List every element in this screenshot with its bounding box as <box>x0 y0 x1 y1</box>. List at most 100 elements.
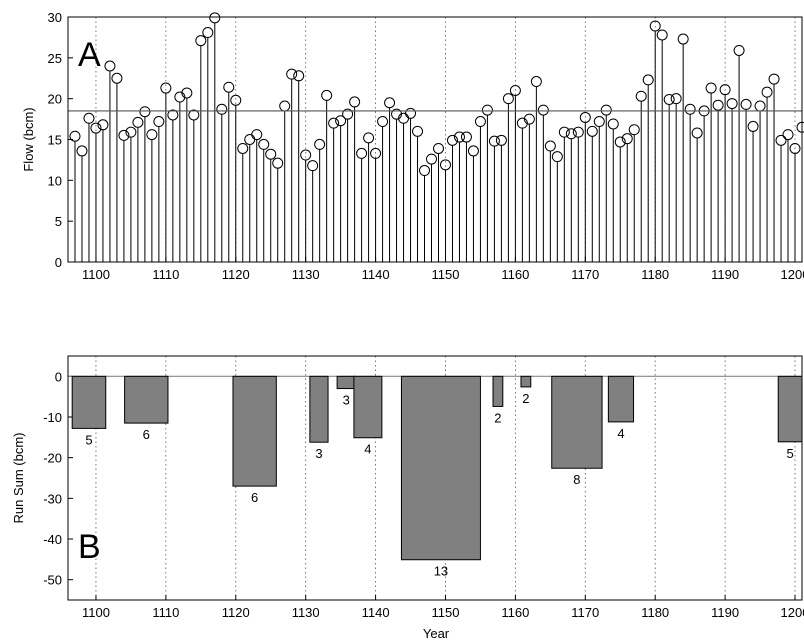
flow-marker <box>160 82 172 94</box>
flow-marker <box>761 86 773 98</box>
flow-marker <box>377 116 389 128</box>
flow-marker <box>614 136 626 148</box>
run-sum-bar <box>607 375 635 423</box>
run-length-label: 3 <box>343 393 350 408</box>
panel-b-y-tick-label: -20 <box>43 451 62 466</box>
flow-marker <box>649 20 661 32</box>
flow-marker <box>111 72 123 84</box>
run-length-label: 2 <box>522 391 529 406</box>
flow-marker <box>76 145 88 157</box>
flow-marker <box>586 125 598 137</box>
flow-marker <box>104 60 116 72</box>
run-sum-bar <box>492 375 504 407</box>
flow-marker <box>439 159 451 171</box>
run-sum-bar <box>336 375 356 390</box>
panel-b-x-tick-label: 1100 <box>82 605 110 620</box>
flow-marker <box>775 134 787 146</box>
run-length-label: 6 <box>251 490 258 505</box>
flow-marker <box>202 27 214 39</box>
run-length-label: 6 <box>143 427 150 442</box>
flow-marker <box>677 33 689 45</box>
panel-b-x-tick-label: 1110 <box>152 605 179 620</box>
flow-marker <box>237 142 249 154</box>
panel-a-x-tick-label: 1190 <box>711 267 739 282</box>
run-sum-bar <box>232 375 277 487</box>
run-sum-bar <box>551 375 603 469</box>
flow-marker <box>579 111 591 123</box>
flow-marker <box>558 126 570 138</box>
flow-marker <box>537 104 549 116</box>
panel-a-background <box>68 17 802 262</box>
panel-b-run-sum-bar-chart: 1100 1110 1120 1130 1140 1150 1160 1170 1180 1190… <box>11 355 804 641</box>
panel-a-x-tick-label: 1150 <box>432 267 460 282</box>
flow-marker <box>509 85 521 96</box>
panel-b-x-tick-label: 1150 <box>432 605 460 620</box>
run-length-label: 4 <box>617 426 624 441</box>
panel-a-flow-stem-plot: 1100 1110 1120 1130 1140 1150 1160 1170 1180 1190… <box>21 10 804 282</box>
flow-marker <box>684 103 696 115</box>
flow-marker <box>181 87 193 99</box>
flow-marker <box>328 117 340 129</box>
flow-marker <box>670 93 682 105</box>
run-length-label: 8 <box>573 472 580 487</box>
flow-marker <box>474 116 486 128</box>
panel-b-y-tick-label: -10 <box>43 410 62 425</box>
panel-a-y-tick-label: 30 <box>48 10 62 25</box>
panel-b-x-tick-label: 1190 <box>711 605 739 620</box>
flow-marker <box>90 122 102 134</box>
panel-a-x-tick-label: 1140 <box>362 267 390 282</box>
run-sum-bar <box>520 375 532 388</box>
flow-marker <box>453 131 465 143</box>
flow-marker <box>656 29 668 41</box>
flow-marker <box>621 133 633 145</box>
flow-marker <box>446 134 458 146</box>
flow-marker <box>789 142 801 154</box>
flow-marker <box>300 149 312 161</box>
flow-marker <box>593 116 605 128</box>
panel-b-x-tick-label: 1130 <box>292 605 320 620</box>
flow-marker <box>286 68 298 80</box>
panel-a-y-tick-label: 25 <box>48 51 62 66</box>
run-sum-bar <box>353 375 383 439</box>
panel-b-y-axis-title: Run Sum (bcm) <box>11 432 26 523</box>
panel-b-x-axis-title: Year <box>423 626 450 641</box>
panel-a-axes-frame <box>67 16 803 263</box>
flow-marker <box>551 151 563 163</box>
flow-marker <box>467 145 479 157</box>
flow-marker <box>69 130 81 142</box>
run-sum-bar <box>400 375 481 561</box>
flow-marker <box>188 109 200 121</box>
flow-marker <box>607 118 619 130</box>
panel-b-y-tick-label: -40 <box>43 532 62 547</box>
flow-marker <box>412 125 424 137</box>
flow-marker <box>481 104 493 116</box>
flow-marker <box>132 116 144 128</box>
panel-b-axes-frame <box>67 355 803 601</box>
flow-marker <box>502 93 514 105</box>
flow-marker <box>307 160 319 172</box>
flow-marker <box>384 97 396 109</box>
flow-marker <box>712 99 724 111</box>
panel-a-x-tick-label: 1180 <box>641 267 669 282</box>
flow-marker <box>153 116 165 128</box>
flow-marker <box>405 107 417 119</box>
flow-marker <box>600 104 612 116</box>
panel-b-x-tick-label: 1120 <box>222 605 250 620</box>
panel-b-y-tick-label: 0 <box>55 369 62 384</box>
flow-marker <box>419 165 431 177</box>
flow-marker <box>139 106 151 118</box>
flow-marker <box>167 109 179 121</box>
flow-marker <box>628 124 640 136</box>
run-length-label: 3 <box>315 446 322 461</box>
flow-marker <box>370 147 382 159</box>
panel-a-letter: A <box>78 36 101 74</box>
flow-marker <box>740 98 752 110</box>
flow-marker <box>335 115 347 127</box>
flow-marker <box>523 113 535 125</box>
run-length-label: 5 <box>786 446 793 461</box>
flow-marker <box>314 138 326 150</box>
panel-b-x-tick-label: 1180 <box>641 605 669 620</box>
flow-marker <box>565 128 577 140</box>
flow-marker <box>195 35 207 47</box>
panel-b-letter: B <box>78 528 101 566</box>
